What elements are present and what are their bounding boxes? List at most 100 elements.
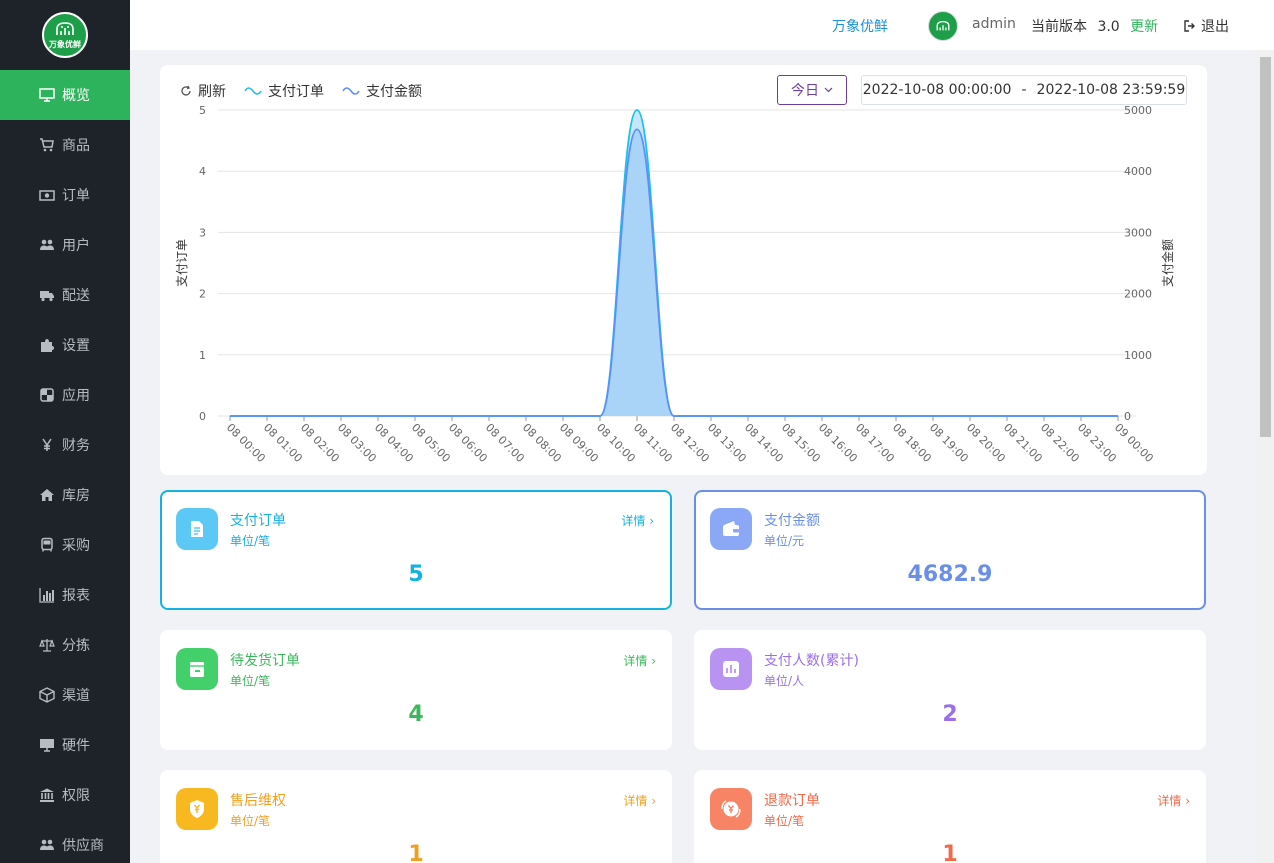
sidebar-item-1[interactable]: 商品 xyxy=(0,120,130,170)
sidebar-item-3[interactable]: 用户 xyxy=(0,220,130,270)
sidebar-item-label: 报表 xyxy=(62,588,90,604)
stat-card[interactable]: 退款订单 单位/笔 详情 › 1 xyxy=(694,770,1206,863)
y-left-tick-label: 4 xyxy=(199,165,206,178)
detail-label: 详情 xyxy=(1157,794,1182,808)
package-icon xyxy=(176,648,218,690)
stat-card[interactable]: 待发货订单 单位/笔 详情 › 4 xyxy=(160,630,672,750)
y-right-tick-label: 0 xyxy=(1124,410,1131,423)
logo[interactable]: 万象优鲜 xyxy=(42,12,88,58)
detail-label: 详情 xyxy=(621,514,646,528)
sidebar-item-label: 供应商 xyxy=(62,838,104,854)
users-icon xyxy=(38,236,56,254)
shield-yen-icon xyxy=(176,788,218,830)
bar-stat-icon xyxy=(710,648,752,690)
x-tick-label: 08 16:00 xyxy=(816,421,860,465)
wallet-icon xyxy=(710,508,752,550)
top-header: 万象优鲜 admin 当前版本 3.0 更新 退出 xyxy=(130,0,1274,50)
chevron-right-icon: › xyxy=(645,514,654,528)
sidebar-item-8[interactable]: 库房 xyxy=(0,470,130,520)
sidebar-item-15[interactable]: 供应商 xyxy=(0,820,130,863)
sidebar-item-label: 用户 xyxy=(62,238,90,254)
sidebar-item-9[interactable]: 采购 xyxy=(0,520,130,570)
avatar[interactable] xyxy=(928,11,958,41)
sidebar-item-7[interactable]: 财务 xyxy=(0,420,130,470)
x-tick-label: 08 23:00 xyxy=(1075,421,1119,465)
date-separator: - xyxy=(1021,82,1027,98)
x-tick-label: 08 14:00 xyxy=(742,421,786,465)
truck-icon xyxy=(38,286,56,304)
stat-unit: 单位/笔 xyxy=(230,814,271,828)
y-left-axis-title: 支付订单 xyxy=(175,239,189,287)
sidebar-item-10[interactable]: 报表 xyxy=(0,570,130,620)
stat-card[interactable]: 支付金额 单位/元 4682.9 xyxy=(694,490,1206,610)
series-amount-area xyxy=(230,129,1118,416)
sidebar-item-0[interactable]: 概览 xyxy=(0,70,130,120)
bar-chart-icon xyxy=(38,586,56,604)
username[interactable]: admin xyxy=(972,16,1016,32)
yen-icon xyxy=(38,436,56,454)
chart: 0 1 2 3 4 5 0 1000 2000 3000 4000 5000 支付订单 支付金额 08 00… xyxy=(175,104,1175,465)
x-tick-label: 08 05:00 xyxy=(409,421,453,465)
update-link[interactable]: 更新 xyxy=(1130,19,1159,35)
logout-label: 退出 xyxy=(1201,19,1229,35)
x-tick-label: 08 07:00 xyxy=(483,421,527,465)
detail-link[interactable]: 详情 › xyxy=(621,512,654,529)
refresh-button[interactable]: 刷新 xyxy=(180,81,226,101)
period-label: 今日 xyxy=(791,83,819,99)
x-tick-label: 08 15:00 xyxy=(779,421,823,465)
sidebar-item-14[interactable]: 权限 xyxy=(0,770,130,820)
detail-label: 详情 xyxy=(623,654,648,668)
chevron-right-icon: › xyxy=(647,794,656,808)
legend-orders-label: 支付订单 xyxy=(268,84,324,100)
nav-list: 概览商品订单用户配送设置应用财务 库房采购报表分拣渠道 硬件 权限供应商 xyxy=(0,70,130,863)
scrollbar-thumb[interactable] xyxy=(1260,57,1271,437)
x-tick-label: 08 03:00 xyxy=(335,421,379,465)
sidebar-item-2[interactable]: 订单 xyxy=(0,170,130,220)
detail-link[interactable]: 详情 › xyxy=(623,652,656,669)
sidebar-item-label: 分拣 xyxy=(62,638,90,654)
sidebar-item-11[interactable]: 分拣 xyxy=(0,620,130,670)
document-icon xyxy=(176,508,218,550)
date-end: 2022-10-08 23:59:59 xyxy=(1036,82,1186,98)
sidebar-item-13[interactable]: 硬件 xyxy=(0,720,130,770)
version-info: 当前版本 3.0 更新 xyxy=(1031,16,1158,36)
stat-card[interactable]: 支付订单 单位/笔 详情 › 5 xyxy=(160,490,672,610)
period-select[interactable]: 今日 xyxy=(777,75,847,105)
date-range-picker[interactable]: 2022-10-08 00:00:00 - 2022-10-08 23:59:5… xyxy=(861,75,1187,105)
sidebar-item-label: 设置 xyxy=(62,338,90,354)
sidebar-item-label: 采购 xyxy=(62,538,90,554)
logout-button[interactable]: 退出 xyxy=(1184,16,1229,36)
sidebar-item-6[interactable]: 应用 xyxy=(0,370,130,420)
stat-title: 支付订单 xyxy=(230,513,286,529)
sidebar-item-label: 订单 xyxy=(62,188,90,204)
detail-link[interactable]: 详情 › xyxy=(623,792,656,809)
sidebar-item-label: 概览 xyxy=(62,88,90,104)
legend-amount[interactable]: 支付金额 xyxy=(342,81,422,101)
refund-icon xyxy=(710,788,752,830)
legend-orders[interactable]: 支付订单 xyxy=(244,81,324,101)
stat-unit: 单位/笔 xyxy=(230,674,271,688)
sidebar-item-label: 商品 xyxy=(62,138,90,154)
shop-name-link[interactable]: 万象优鲜 xyxy=(832,19,888,35)
apps-icon xyxy=(38,386,56,404)
y-right-tick-label: 2000 xyxy=(1124,288,1152,301)
chart-card: 0 1 2 3 4 5 0 1000 2000 3000 4000 5000 支付订单 支付金额 08 00… xyxy=(160,65,1207,475)
y-right-tick-label: 4000 xyxy=(1124,165,1152,178)
stat-card[interactable]: 支付人数(累计) 单位/人 2 xyxy=(694,630,1206,750)
logo-area: 万象优鲜 xyxy=(0,0,130,70)
x-tick-label: 08 09:00 xyxy=(557,421,601,465)
stat-card[interactable]: 售后维权单位/笔 详情 › 1 xyxy=(160,770,672,863)
legend-amount-label: 支付金额 xyxy=(366,84,422,100)
sidebar-item-12[interactable]: 渠道 xyxy=(0,670,130,720)
monitor-icon xyxy=(38,86,56,104)
x-tick-label: 08 10:00 xyxy=(594,421,638,465)
sidebar-item-label: 应用 xyxy=(62,388,90,404)
stat-title: 售后维权 xyxy=(230,793,286,809)
detail-link[interactable]: 详情 › xyxy=(1157,792,1190,809)
sidebar: 万象优鲜 概览商品订单用户配送设置应用财务 库房采购报表分拣渠道 硬件 权限供应商 xyxy=(0,0,130,863)
sidebar-item-4[interactable]: 配送 xyxy=(0,270,130,320)
stat-value: 1 xyxy=(408,842,424,863)
x-tick-label: 08 00:00 xyxy=(224,421,268,465)
money-icon xyxy=(38,186,56,204)
sidebar-item-5[interactable]: 设置 xyxy=(0,320,130,370)
